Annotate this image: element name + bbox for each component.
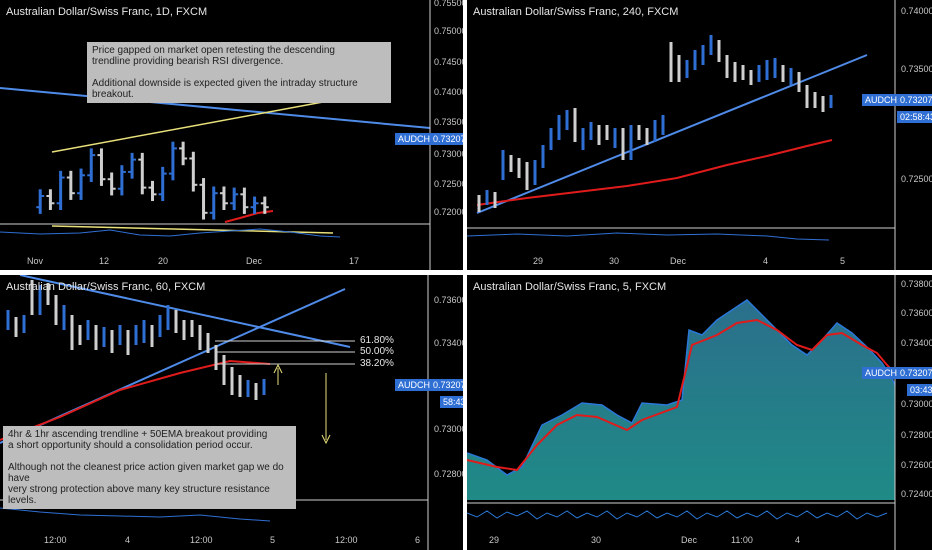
x-tick: Nov bbox=[27, 256, 44, 266]
time-tag: 03:43 bbox=[907, 384, 932, 396]
x-tick: 12:00 bbox=[190, 535, 213, 545]
x-tick: 29 bbox=[489, 535, 500, 545]
x-tick: 5 bbox=[270, 535, 276, 545]
1h-rsi-line bbox=[0, 507, 271, 522]
target-arrow-head bbox=[321, 434, 331, 445]
y-tick: 0.73400 bbox=[434, 338, 463, 348]
y-tick: 0.72500 bbox=[901, 174, 932, 184]
y-tick: 0.73400 bbox=[901, 338, 932, 348]
panel-4h[interactable]: Australian Dollar/Swiss Franc, 240, FXCM… bbox=[467, 0, 932, 270]
price-tag: 0.73207 bbox=[897, 94, 932, 106]
y-tick: 0.73800 bbox=[901, 279, 932, 289]
x-tick: Dec bbox=[681, 535, 698, 545]
y-tick: 0.72800 bbox=[434, 469, 463, 479]
panel-5m[interactable]: Australian Dollar/Swiss Franc, 5, FXCM A… bbox=[467, 275, 932, 550]
y-tick: 0.73000 bbox=[434, 149, 463, 159]
y-tick: 0.72000 bbox=[434, 207, 463, 217]
x-tick: 5 bbox=[840, 256, 846, 266]
y-tick: 0.73500 bbox=[901, 64, 932, 74]
4h-rsi-line bbox=[467, 232, 830, 241]
x-tick: 30 bbox=[609, 256, 620, 266]
4h-candles bbox=[477, 35, 833, 212]
price-tag: 0.73207 bbox=[430, 133, 463, 145]
y-tick: 0.74000 bbox=[901, 6, 932, 16]
y-tick: 0.72600 bbox=[901, 460, 932, 470]
x-tick: 11:00 bbox=[731, 535, 753, 545]
panel-daily[interactable]: Australian Dollar/Swiss Franc, 1D, FXCM … bbox=[0, 0, 463, 270]
symbol-tag: AUDCHF bbox=[395, 379, 439, 391]
time-tag: 58:43 bbox=[440, 396, 463, 408]
5m-chart-svg bbox=[467, 275, 898, 550]
panel-title: Australian Dollar/Swiss Franc, 1D, FXCM bbox=[6, 6, 208, 18]
x-tick: 20 bbox=[158, 256, 169, 266]
1h-candles bbox=[6, 280, 266, 400]
symbol-tag: AUDCHF bbox=[862, 94, 906, 106]
5m-price-line bbox=[467, 299, 896, 476]
daily-asc-trendline bbox=[51, 101, 324, 153]
x-tick: 29 bbox=[533, 256, 544, 266]
analysis-note: 4hr & 1hr ascending trendline + 50EMA br… bbox=[3, 426, 296, 509]
price-tag: 0.73207 bbox=[897, 367, 932, 379]
fib-label-500: 50.00% bbox=[360, 346, 394, 357]
x-tick: 4 bbox=[125, 535, 131, 545]
fib-label-618: 61.80% bbox=[360, 335, 394, 346]
4h-asc-trendline bbox=[476, 54, 868, 214]
price-tag: 0.73207 bbox=[430, 379, 463, 391]
y-tick: 0.73500 bbox=[434, 117, 463, 127]
x-tick: 30 bbox=[591, 535, 602, 545]
x-tick: 4 bbox=[795, 535, 801, 545]
1h-desc-trendline bbox=[19, 275, 351, 348]
x-tick: 12:00 bbox=[335, 535, 358, 545]
daily-desc-trendline bbox=[0, 87, 431, 129]
panel-title: Australian Dollar/Swiss Franc, 5, FXCM bbox=[473, 281, 667, 293]
daily-rsi-line bbox=[0, 228, 341, 238]
panel-1h[interactable]: Australian Dollar/Swiss Franc, 60, FXCM … bbox=[0, 275, 463, 550]
x-tick: 12 bbox=[99, 256, 110, 266]
symbol-tag: AUDCHF bbox=[395, 133, 439, 145]
time-tag: 02:58:43 bbox=[897, 111, 932, 123]
entry-arrow-head bbox=[273, 363, 283, 374]
daily-chart-svg bbox=[0, 0, 431, 270]
y-tick: 0.74000 bbox=[434, 87, 463, 97]
y-tick: 0.72500 bbox=[434, 179, 463, 189]
x-tick: 12:00 bbox=[44, 535, 67, 545]
4h-chart-svg bbox=[467, 0, 896, 270]
y-tick: 0.72800 bbox=[901, 430, 932, 440]
x-tick: Dec bbox=[246, 256, 263, 266]
x-tick: 4 bbox=[763, 256, 769, 266]
5m-area-fill bbox=[467, 300, 895, 500]
fib-label-382: 38.20% bbox=[360, 358, 394, 369]
5m-ema bbox=[467, 318, 898, 472]
y-tick: 0.73600 bbox=[434, 295, 463, 305]
y-tick: 0.73000 bbox=[434, 424, 463, 434]
panel-title: Australian Dollar/Swiss Franc, 60, FXCM bbox=[6, 281, 206, 293]
panel-title: Australian Dollar/Swiss Franc, 240, FXCM bbox=[473, 6, 679, 18]
analysis-note: Price gapped on market open retesting th… bbox=[87, 42, 391, 103]
x-tick: 17 bbox=[349, 256, 360, 266]
daily-candles bbox=[36, 141, 269, 220]
x-tick: 6 bbox=[415, 535, 421, 545]
symbol-tag: AUDCHF bbox=[862, 367, 906, 379]
4h-ema bbox=[476, 139, 833, 206]
x-tick: Dec bbox=[670, 256, 687, 266]
y-tick: 0.73000 bbox=[901, 399, 932, 409]
5m-rsi-line bbox=[467, 510, 888, 520]
y-tick: 0.72400 bbox=[901, 489, 932, 499]
y-tick: 0.73600 bbox=[901, 308, 932, 318]
1h-ema bbox=[0, 359, 271, 441]
